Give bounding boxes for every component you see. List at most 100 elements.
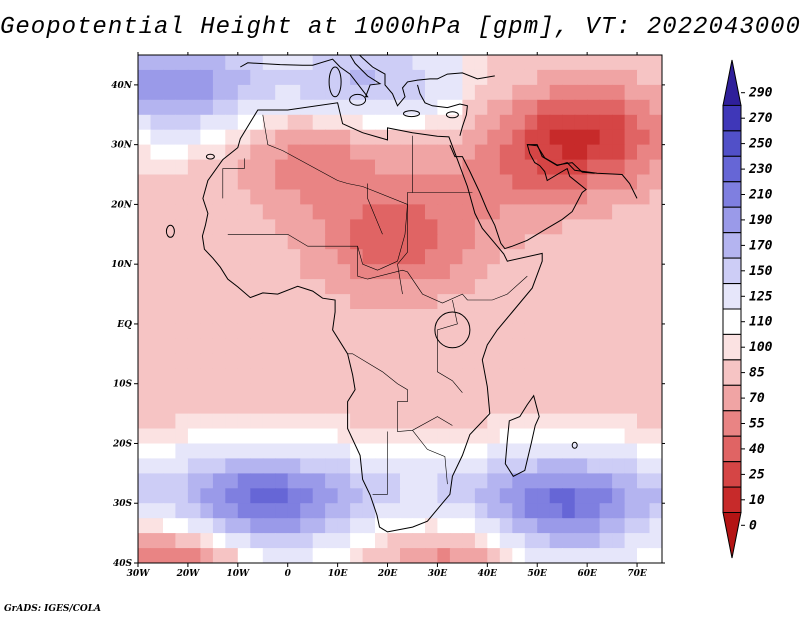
field-cell [524, 443, 538, 459]
field-cell [387, 368, 401, 385]
field-cell [512, 264, 526, 280]
field-cell [150, 383, 164, 400]
field-cell [574, 279, 588, 295]
field-cell [225, 219, 239, 235]
field-cell [512, 84, 526, 101]
field-cell [599, 55, 613, 71]
field-cell [362, 458, 376, 474]
field-cell [350, 144, 364, 161]
field-cell [412, 129, 426, 146]
field-cell [187, 294, 201, 310]
field-cell [387, 309, 401, 325]
field-cell [624, 443, 638, 459]
field-cell [275, 503, 289, 519]
field-cell [175, 69, 189, 86]
field-cell [387, 84, 401, 101]
field-cell [262, 159, 276, 176]
field-cell [187, 309, 201, 325]
field-cell [562, 383, 576, 400]
field-cell [375, 144, 389, 161]
field-cell [275, 55, 289, 71]
field-cell [425, 503, 439, 519]
field-cell [437, 533, 451, 549]
field-cell [637, 294, 651, 310]
field-cell [587, 503, 601, 519]
field-cell [537, 99, 551, 116]
field-cell [637, 548, 651, 563]
field-cell [512, 353, 526, 370]
field-cell [649, 204, 662, 220]
field-cell [587, 353, 601, 370]
field-cell [587, 473, 601, 489]
field-cell [250, 174, 264, 190]
field-cell [350, 488, 364, 504]
field-cell [187, 159, 201, 176]
field-cell [325, 189, 339, 205]
field-cell [163, 428, 177, 444]
field-cell [163, 488, 177, 504]
field-cell [287, 548, 301, 563]
field-cell [187, 55, 201, 71]
field-cell [599, 503, 613, 519]
field-cell [587, 249, 601, 265]
field-cell [375, 129, 389, 146]
colorbar-swatch [722, 59, 742, 106]
field-cell [637, 189, 651, 205]
field-cell [262, 189, 276, 205]
field-cell [574, 144, 588, 161]
country-border [227, 234, 528, 304]
field-cell [499, 159, 513, 176]
field-cell [362, 234, 376, 250]
field-cell [362, 353, 376, 370]
field-cell [624, 398, 638, 415]
field-cell [150, 548, 164, 563]
field-cell [512, 99, 526, 116]
field-cell [212, 129, 226, 146]
field-cell [237, 69, 251, 86]
axis-ticks: 30W 20W 10W 0 10E 20E 30E 40E 50E 60E 70E 40N 30N 20N… [110, 52, 665, 579]
country-border [367, 183, 383, 235]
field-cell [375, 189, 389, 205]
field-cell [412, 309, 426, 325]
field-cell [300, 458, 314, 474]
field-cell [237, 99, 251, 116]
field-cell [300, 159, 314, 176]
field-cell [187, 473, 201, 489]
field-cell [462, 309, 476, 325]
field-cell [474, 55, 488, 71]
field-cell [487, 533, 501, 549]
field-cell [612, 383, 626, 400]
field-cell [287, 55, 301, 71]
field-cell [250, 309, 264, 325]
field-cell [549, 55, 563, 71]
field-cell [312, 129, 326, 146]
field-cell [487, 279, 501, 295]
field-cell [312, 234, 326, 250]
field-cell [187, 99, 201, 116]
field-cell [562, 428, 576, 444]
sicily [349, 93, 367, 106]
field-cell [599, 548, 613, 563]
field-cell [212, 533, 226, 549]
field-cell [375, 309, 389, 325]
field-cell [150, 249, 164, 265]
field-cell [200, 204, 214, 220]
field-cell [212, 488, 226, 504]
field-cell [449, 159, 463, 176]
field-cell [549, 309, 563, 325]
field-cell [637, 204, 651, 220]
field-cell [499, 114, 513, 131]
colorbar-label: 150 [749, 264, 773, 279]
field-cell [150, 144, 164, 161]
field-cell [163, 338, 177, 355]
field-cell [300, 114, 314, 131]
field-cell [300, 533, 314, 549]
field-cell [175, 503, 189, 519]
field-cell [150, 84, 164, 101]
field-cell [400, 353, 414, 370]
field-cell [325, 428, 339, 444]
field-cell [574, 518, 588, 534]
field-cell [462, 174, 476, 190]
field-cell [138, 84, 152, 101]
field-cell [574, 338, 588, 355]
